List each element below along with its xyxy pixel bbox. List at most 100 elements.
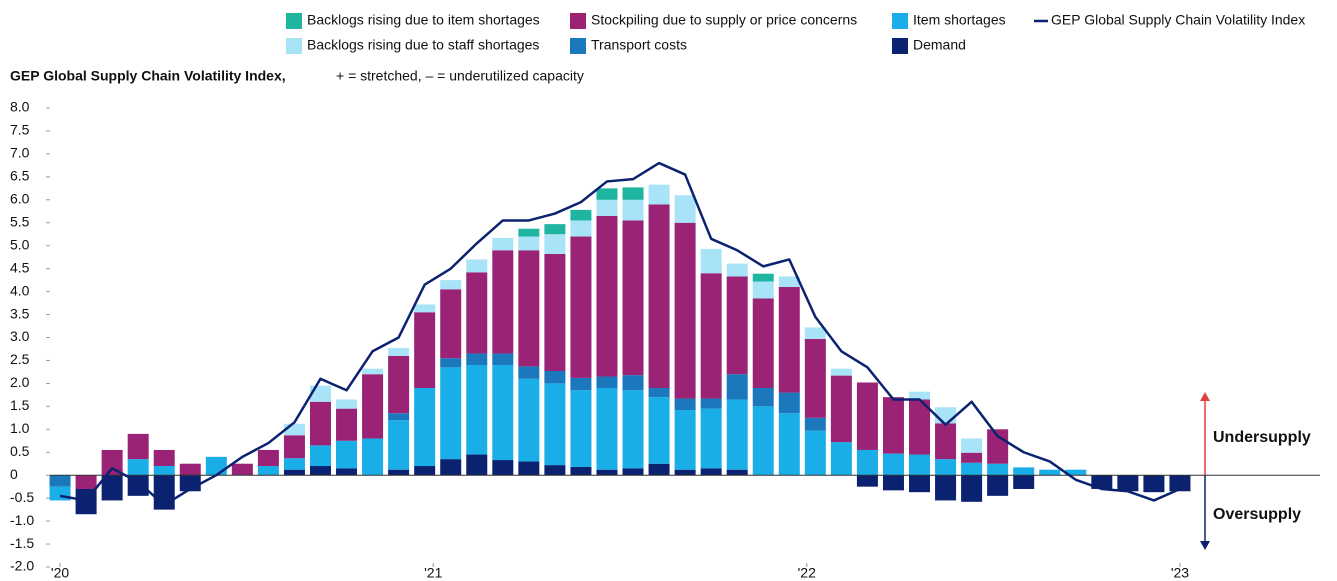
bar-segment (440, 459, 462, 476)
bar-segment (309, 385, 331, 402)
bar-segment (882, 453, 904, 476)
legend-label: Transport costs (591, 37, 687, 53)
bar-segment (961, 438, 983, 453)
bar-segment (492, 250, 514, 354)
legend-swatch (892, 13, 908, 29)
y-tick-label: 5.5 (10, 213, 30, 229)
bar-segment (309, 466, 331, 476)
bar-segment (778, 287, 800, 393)
legend-swatch (570, 38, 586, 54)
bar-segment (752, 387, 774, 407)
bar-segment (778, 413, 800, 476)
bar-segment (700, 398, 722, 409)
bar-segment (1065, 469, 1087, 476)
bar-segment (492, 365, 514, 461)
bar-segment (518, 250, 540, 367)
bar-segment (622, 199, 644, 221)
x-tick-label: '20 (51, 565, 69, 581)
bar-segment (856, 382, 878, 450)
bar-segment (544, 253, 566, 372)
y-tick-label: 6.5 (10, 168, 30, 184)
bar-segment (388, 413, 410, 421)
bar-segment (804, 338, 826, 418)
bar-segment (466, 353, 488, 366)
bar-segment (1143, 475, 1165, 493)
bar-segment (674, 195, 696, 223)
bar-segment (778, 276, 800, 288)
bar-segment (518, 378, 540, 462)
bar-segment (1117, 475, 1139, 492)
bar-segment (570, 236, 592, 378)
bar-segment (283, 469, 305, 476)
bar-segment (674, 410, 696, 470)
bar-segment (1091, 475, 1113, 489)
legend-label: Backlogs rising due to staff shortages (307, 37, 539, 53)
bar-segment (726, 374, 748, 400)
bar-segment (388, 469, 410, 476)
bar-segment (440, 280, 462, 290)
legend-swatch (286, 38, 302, 54)
bar-segment (909, 391, 931, 400)
bar-segment (570, 220, 592, 237)
bar-segment (596, 199, 618, 216)
bar-segment (804, 417, 826, 431)
bar-segment (362, 368, 384, 375)
bar-segment (570, 466, 592, 476)
bar-segment (909, 399, 931, 455)
bar-segment (700, 468, 722, 476)
bar-segment (518, 228, 540, 237)
chart-subtitle: + = stretched, – = underutilized capacit… (336, 68, 584, 84)
bar-segment (987, 463, 1009, 476)
bar-segment (440, 289, 462, 359)
bar-segment (674, 469, 696, 476)
bar-segment (101, 475, 123, 501)
bar-segment (935, 475, 957, 501)
y-tick-label: 1.5 (10, 397, 30, 413)
bar-segment (362, 438, 384, 476)
bar-segment (362, 374, 384, 439)
bar-segment (596, 376, 618, 388)
bar-segment (961, 462, 983, 476)
bar-segment (648, 463, 670, 476)
bar-segment (622, 375, 644, 391)
bar-segment (570, 390, 592, 467)
annotation: Oversupply (1213, 506, 1301, 523)
bar-segment (544, 383, 566, 466)
bar-segment (257, 449, 279, 467)
legend-swatch (892, 38, 908, 54)
y-tick-label: 6.0 (10, 191, 30, 207)
bar-segment (700, 273, 722, 399)
bar-segment (518, 236, 540, 251)
bar-segment (856, 475, 878, 487)
bar-segment (466, 365, 488, 455)
bar-segment (700, 248, 722, 274)
y-tick-label: 4.0 (10, 282, 30, 298)
bar-segment (648, 204, 670, 388)
bar-segment (648, 387, 670, 398)
bar-segment (388, 355, 410, 414)
bar-segment (179, 463, 201, 476)
bar-segment (752, 273, 774, 282)
bar-segment (830, 375, 852, 443)
bar-segment (674, 398, 696, 411)
bar-segment (987, 429, 1009, 464)
bar-segment (414, 312, 436, 388)
y-tick-label: 3.0 (10, 328, 30, 344)
bar-segment (153, 449, 175, 467)
legend-swatch (570, 13, 586, 29)
bar-segment (492, 460, 514, 476)
bar-segment (622, 220, 644, 376)
y-tick-label: 7.5 (10, 122, 30, 138)
bar-segment (1169, 475, 1191, 492)
bar-segment (414, 466, 436, 476)
bar-segment (804, 327, 826, 339)
bar-segment (596, 469, 618, 476)
bar-segment (49, 475, 71, 487)
bar-segment (388, 348, 410, 356)
y-tick-label: 0.5 (10, 443, 30, 459)
legend-label: Item shortages (913, 12, 1006, 28)
bar-segment (414, 387, 436, 467)
bar-segment (987, 475, 1009, 496)
bar-segment (830, 368, 852, 376)
